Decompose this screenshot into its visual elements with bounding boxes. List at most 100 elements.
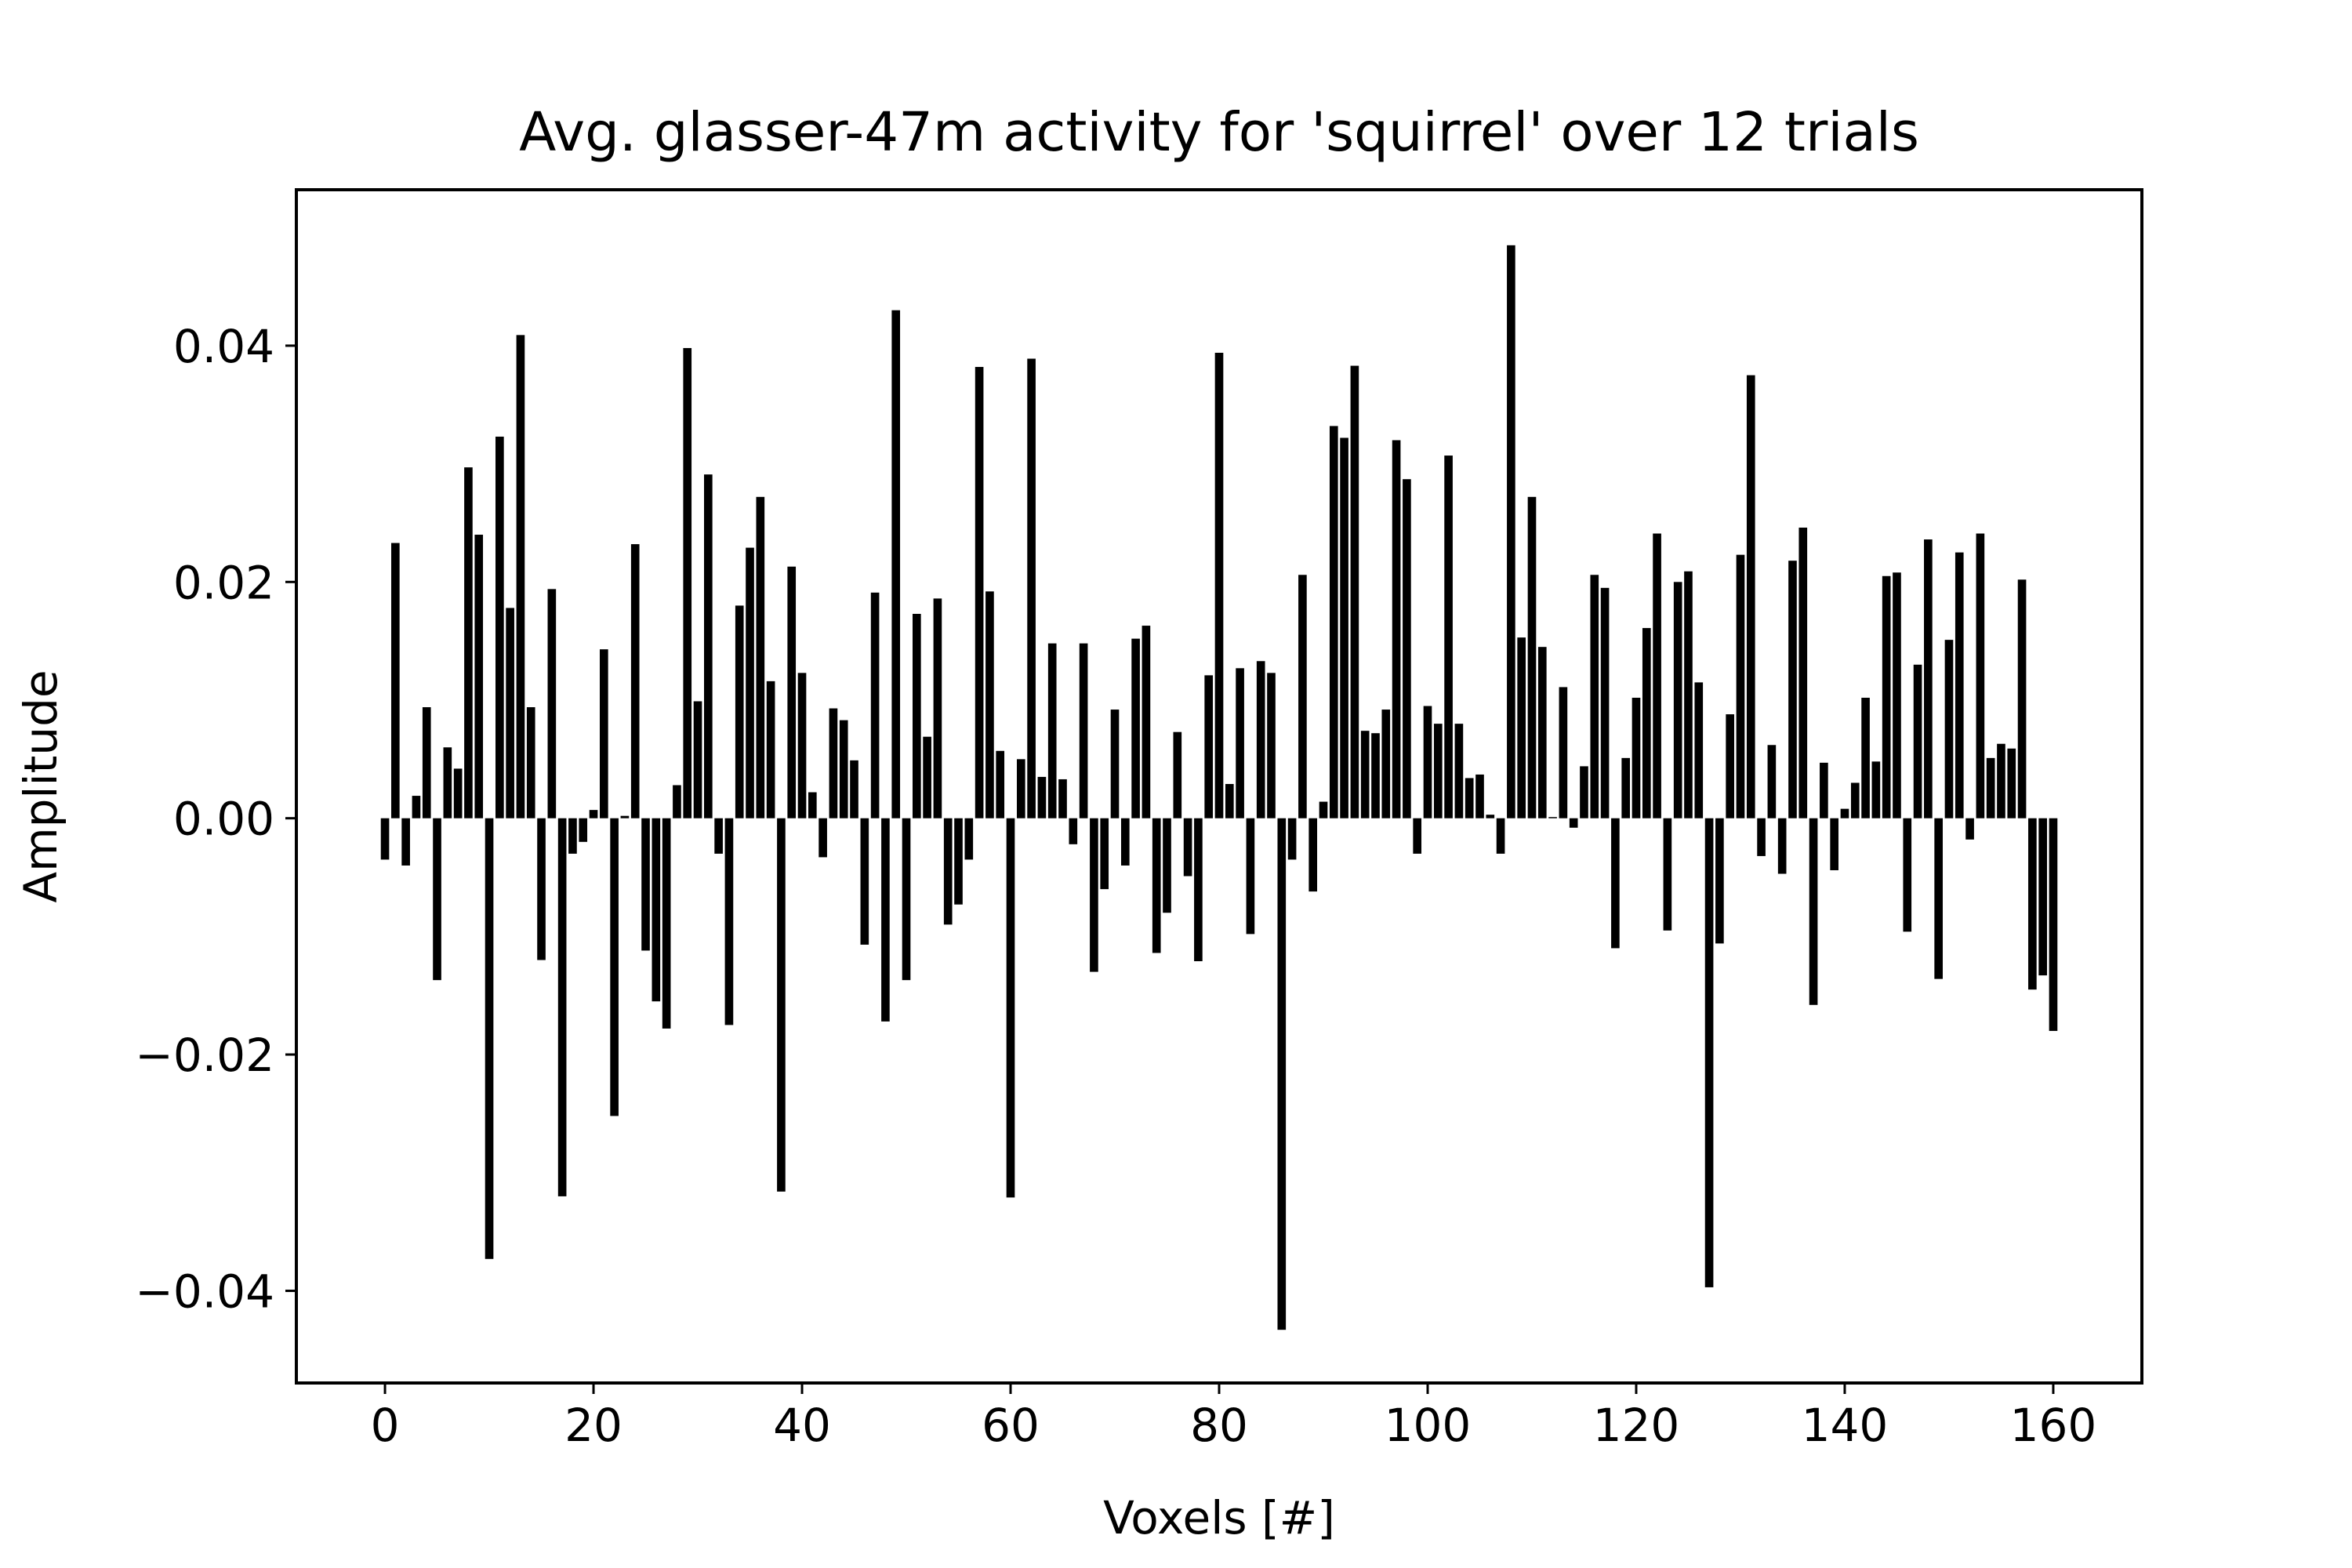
bar <box>630 544 640 818</box>
bar <box>1100 818 1109 890</box>
bar <box>1517 637 1526 818</box>
bar <box>1527 496 1537 818</box>
bar <box>839 720 848 818</box>
axes-layer: 0 20 40 60 80 100 120 140 160 −0.04 −0.02 0.00 0.02 0… <box>135 320 2096 1452</box>
bar <box>1047 643 1057 818</box>
bar <box>891 310 901 818</box>
bar <box>2017 579 2027 818</box>
bar <box>443 747 452 818</box>
bar <box>1287 818 1297 860</box>
bar <box>1944 640 1954 818</box>
bar <box>610 818 619 1116</box>
bar <box>2007 748 2016 818</box>
bar <box>1715 818 1724 944</box>
bar <box>964 818 974 860</box>
bar <box>1329 426 1338 818</box>
bar <box>1433 724 1443 818</box>
bar <box>620 815 630 818</box>
x-tick-label: 60 <box>982 1399 1040 1452</box>
bar <box>412 796 421 818</box>
bar <box>1079 643 1088 818</box>
bar <box>1746 375 1755 818</box>
bar <box>1069 818 1078 844</box>
bar <box>1642 628 1651 818</box>
bar <box>2049 818 2058 1031</box>
bar <box>1256 661 1265 818</box>
bar <box>1611 818 1620 949</box>
bar <box>557 818 567 1196</box>
bar <box>1757 818 1766 856</box>
bar <box>1777 818 1787 874</box>
bar <box>1850 782 1860 818</box>
bar <box>1486 815 1495 818</box>
bar <box>641 818 650 951</box>
bar <box>985 591 994 818</box>
bar <box>1142 626 1151 818</box>
bar <box>1444 456 1453 818</box>
bar <box>547 589 557 818</box>
bar <box>954 818 963 905</box>
bar <box>1673 582 1682 818</box>
bar <box>1809 818 1818 1005</box>
bar <box>1298 575 1307 818</box>
y-tick-label: −0.02 <box>135 1029 274 1082</box>
bar <box>766 681 775 818</box>
bar <box>1173 731 1182 818</box>
bar <box>1559 687 1568 818</box>
bar <box>1986 757 1995 818</box>
bar <box>1027 358 1036 818</box>
bar <box>1392 440 1401 818</box>
bar <box>1423 706 1432 818</box>
bar <box>1548 817 1557 818</box>
x-tick-label: 80 <box>1190 1399 1248 1452</box>
bar <box>1454 724 1464 818</box>
bar <box>391 543 400 818</box>
bar <box>860 818 869 945</box>
x-tick-label: 100 <box>1385 1399 1472 1452</box>
bar <box>746 547 754 818</box>
bar <box>1788 561 1797 818</box>
bar <box>1016 759 1025 818</box>
bar <box>1913 664 1922 818</box>
bar <box>506 608 514 818</box>
bar <box>1413 818 1422 854</box>
bar <box>1371 733 1380 818</box>
bar <box>1340 437 1348 818</box>
y-tick-label: 0.02 <box>173 556 274 609</box>
bar <box>1684 571 1693 818</box>
bar <box>1120 818 1130 866</box>
bar <box>756 496 765 818</box>
bar <box>1163 818 1171 913</box>
bar <box>1955 552 1964 818</box>
x-tick-label: 120 <box>1593 1399 1680 1452</box>
bar <box>829 708 838 818</box>
bar <box>1893 572 1901 818</box>
bar <box>808 792 817 818</box>
bar <box>1820 762 1828 818</box>
bar <box>1360 731 1370 818</box>
bar <box>902 818 911 981</box>
bar <box>422 707 431 818</box>
bar <box>1861 697 1870 818</box>
bar <box>1246 818 1255 935</box>
bar <box>1976 533 1985 818</box>
bar <box>1580 766 1588 818</box>
bar <box>1214 352 1224 818</box>
bar <box>1110 710 1120 818</box>
bar <box>673 785 681 818</box>
bar <box>1308 818 1318 892</box>
bar <box>1507 245 1515 818</box>
bar <box>714 818 723 854</box>
bar <box>1903 818 1912 932</box>
bar <box>464 467 473 818</box>
bar <box>1924 539 1933 818</box>
bar <box>913 613 921 818</box>
bar <box>850 760 858 818</box>
bar <box>1277 818 1287 1330</box>
bar <box>1767 745 1777 818</box>
bar <box>589 810 598 818</box>
bar <box>1694 682 1704 818</box>
bar <box>1381 710 1391 818</box>
y-tick-label: −0.04 <box>135 1265 274 1318</box>
